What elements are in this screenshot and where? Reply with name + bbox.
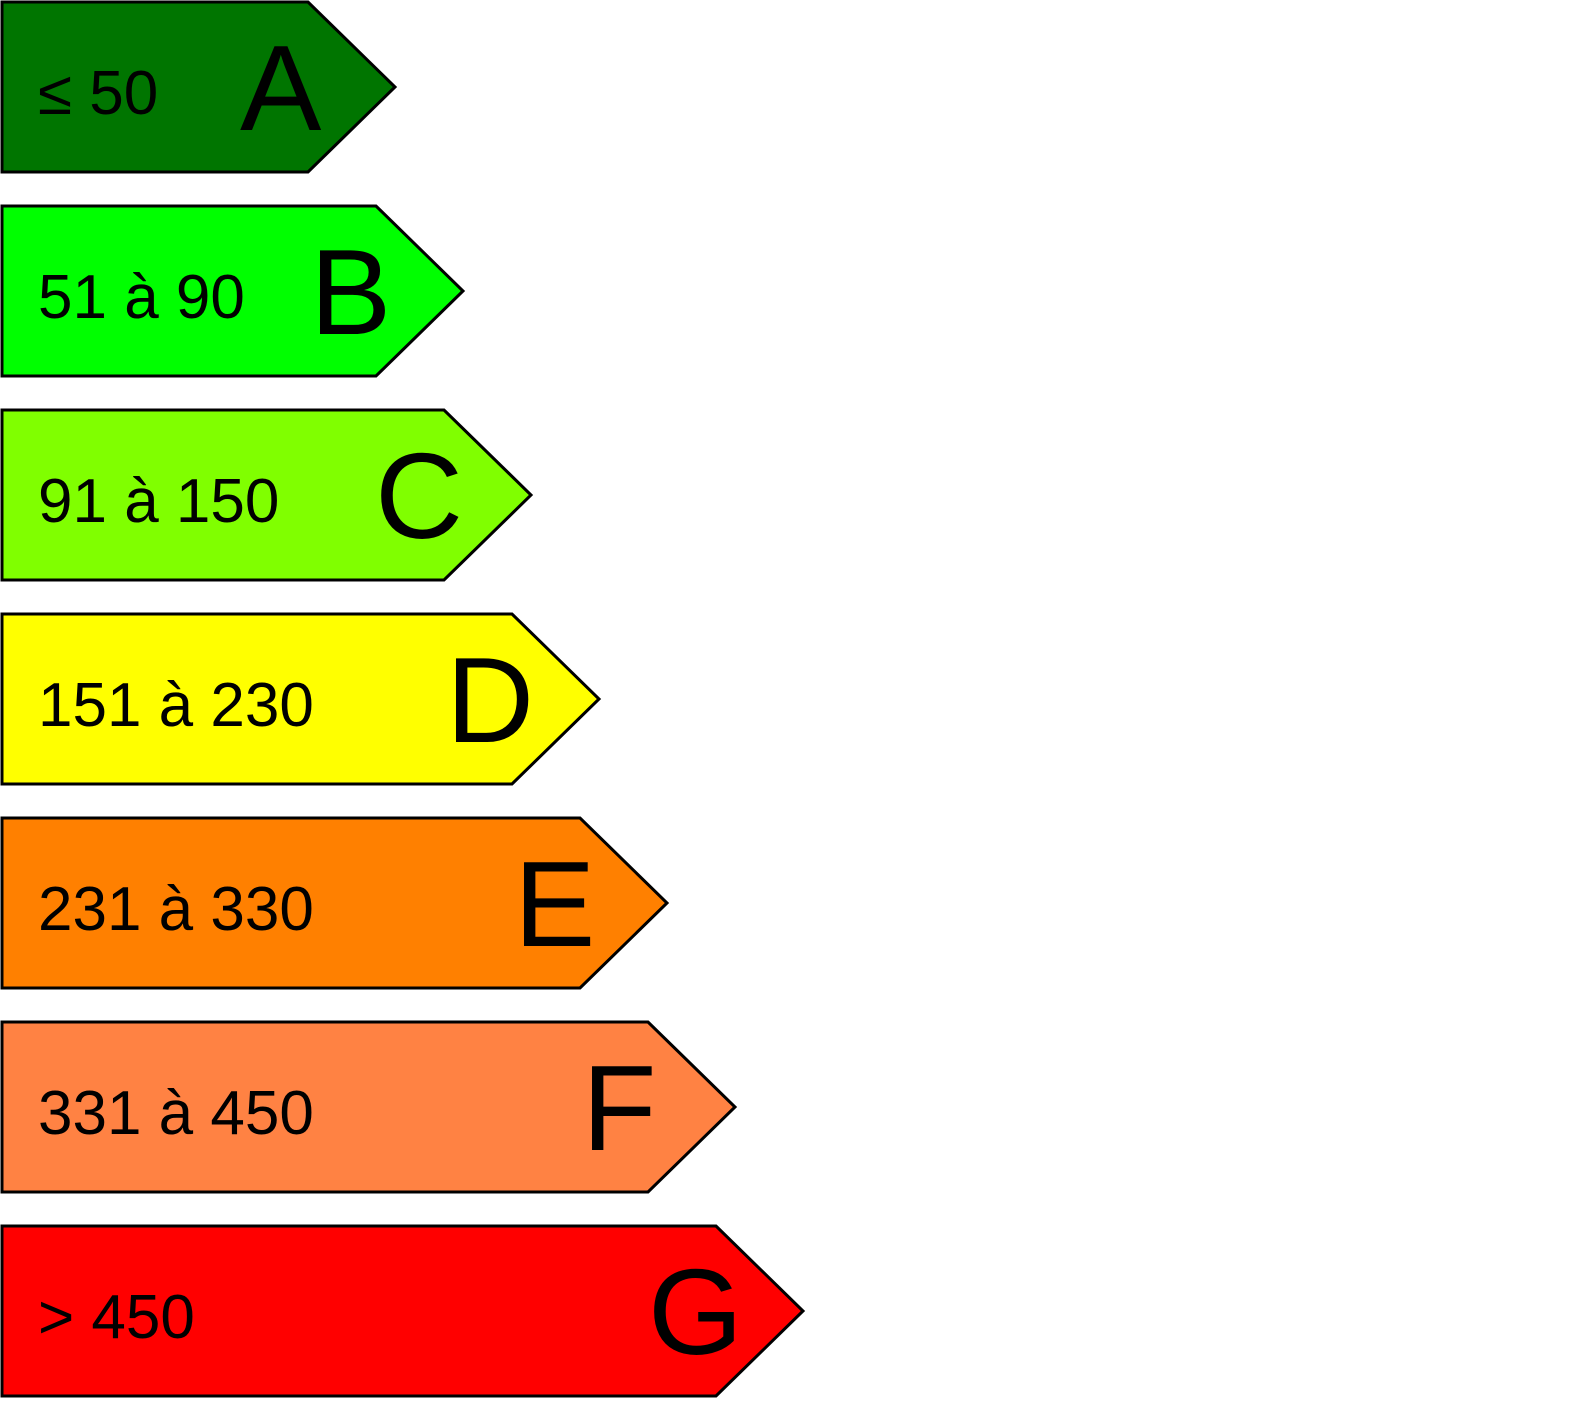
band-arrow — [0, 1224, 806, 1398]
band-arrow — [0, 612, 602, 786]
band: 51 à 90 B — [0, 204, 466, 378]
band-arrow — [0, 1020, 738, 1194]
band-letter: C — [375, 428, 463, 564]
band-range: 331 à 450 — [38, 1079, 314, 1148]
band-range: 51 à 90 — [38, 263, 245, 332]
band: 151 à 230 D — [0, 612, 602, 786]
band-letter: F — [582, 1040, 657, 1176]
band: > 450 G — [0, 1224, 806, 1398]
band-arrow — [0, 204, 466, 378]
band-letter: A — [240, 20, 322, 156]
band-range: 91 à 150 — [38, 467, 279, 536]
band: 231 à 330 E — [0, 816, 670, 990]
band-letter: E — [514, 836, 595, 972]
band-arrow — [0, 0, 398, 174]
band: 91 à 150 C — [0, 408, 534, 582]
band-arrow — [0, 816, 670, 990]
band-range: > 450 — [38, 1283, 195, 1352]
band-range: ≤ 50 — [38, 59, 158, 128]
band-range: 231 à 330 — [38, 875, 314, 944]
band-letter: D — [446, 632, 534, 768]
band-letter: B — [310, 224, 391, 360]
band-arrow — [0, 408, 534, 582]
band: ≤ 50 A — [0, 0, 398, 174]
band: 331 à 450 F — [0, 1020, 738, 1194]
band-range: 151 à 230 — [38, 671, 314, 740]
band-letter: G — [648, 1244, 743, 1380]
